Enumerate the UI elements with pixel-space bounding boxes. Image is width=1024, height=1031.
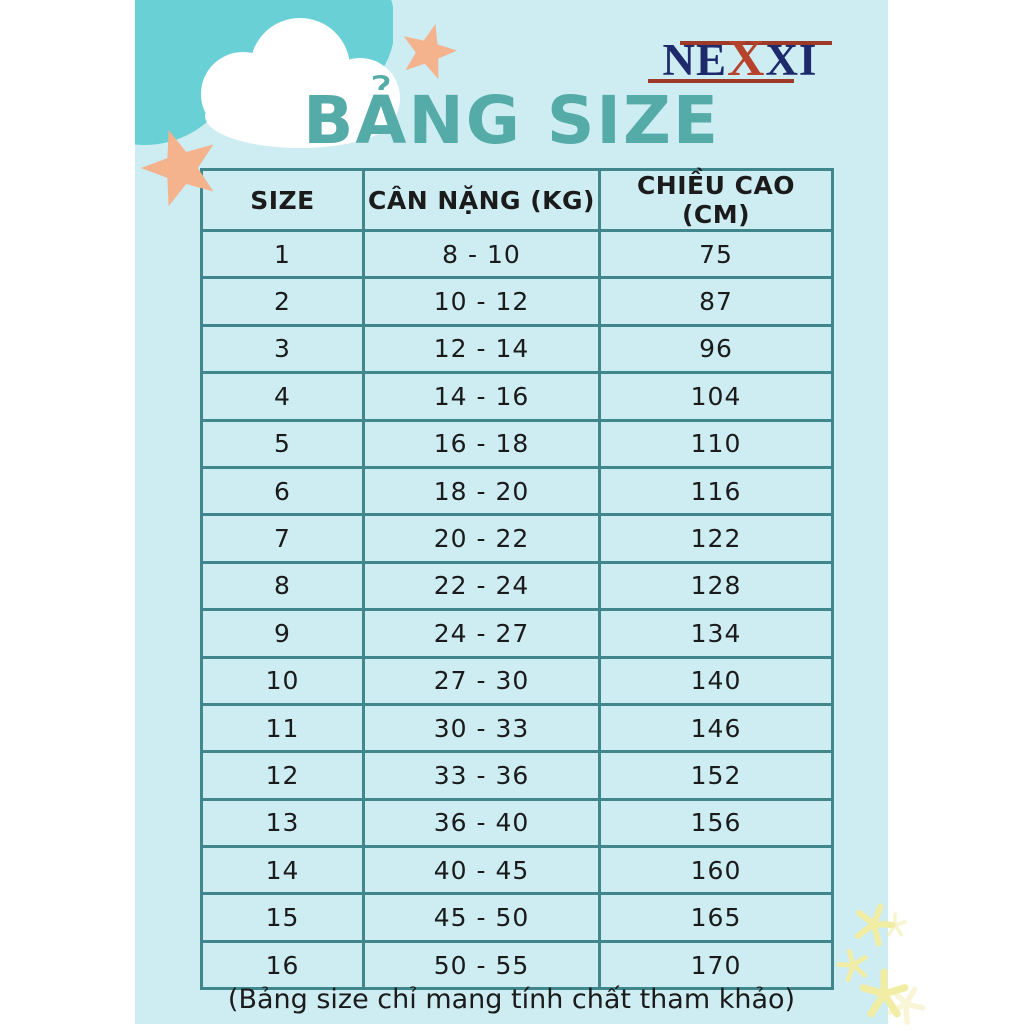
header-size: SIZE xyxy=(200,168,365,232)
size-cell: 10 xyxy=(200,655,365,706)
table-header-row: SIZE CÂN NẶNG (KG) CHIỀU CAO (CM) xyxy=(200,168,834,232)
size-cell: 2 xyxy=(200,276,365,327)
size-cell: 12 xyxy=(200,750,365,801)
height-cell: 96 xyxy=(598,323,834,375)
height-cell: 116 xyxy=(598,465,834,517)
size-cell: 7 xyxy=(200,513,365,564)
weight-cell: 12 - 14 xyxy=(362,323,601,375)
brand-logo: NEXXI xyxy=(648,30,832,87)
table-row: 13 36 - 40 156 xyxy=(200,797,834,849)
table-row: 15 45 - 50 165 xyxy=(200,892,834,943)
table-caption: (Bảng size chỉ mang tính chất tham khảo) xyxy=(227,984,796,1015)
table-row: 5 16 - 18 110 xyxy=(200,418,834,469)
table-row: 2 10 - 12 87 xyxy=(200,276,834,327)
weight-cell: 18 - 20 xyxy=(362,465,601,517)
logo-text-ne: NE xyxy=(662,35,728,85)
logo-top-line xyxy=(680,41,832,45)
logo-text-x-red: X xyxy=(727,30,766,87)
sparkle-icon xyxy=(854,903,896,947)
header-height: CHIỀU CAO (CM) xyxy=(598,168,834,232)
table-row: 9 24 - 27 134 xyxy=(200,608,834,659)
size-cell: 9 xyxy=(200,608,365,659)
weight-cell: 20 - 22 xyxy=(362,513,601,564)
table-row: 11 30 - 33 146 xyxy=(200,702,834,754)
height-cell: 104 xyxy=(598,371,834,422)
height-cell: 122 xyxy=(598,513,834,564)
page-title: BẢNG SIZE xyxy=(303,82,720,159)
sparkle-icon xyxy=(882,912,908,937)
height-cell: 160 xyxy=(598,845,834,896)
size-cell: 11 xyxy=(200,702,365,754)
star-icon-small xyxy=(403,23,457,80)
weight-cell: 36 - 40 xyxy=(362,797,601,849)
weight-cell: 24 - 27 xyxy=(362,608,601,659)
height-cell: 140 xyxy=(598,655,834,706)
height-cell: 110 xyxy=(598,418,834,469)
star-icon-large xyxy=(140,129,214,207)
height-cell: 128 xyxy=(598,560,834,612)
weight-cell: 22 - 24 xyxy=(362,560,601,612)
logo-text-xi: XI xyxy=(765,35,818,85)
height-cell: 146 xyxy=(598,702,834,754)
weight-cell: 14 - 16 xyxy=(362,371,601,422)
size-cell: 6 xyxy=(200,465,365,517)
size-cell: 1 xyxy=(200,228,365,280)
height-cell: 134 xyxy=(598,608,834,659)
table-row: 12 33 - 36 152 xyxy=(200,750,834,801)
logo-bottom-line xyxy=(648,79,794,83)
table-row: 4 14 - 16 104 xyxy=(200,371,834,422)
height-cell: 75 xyxy=(598,228,834,280)
sparkle-icon xyxy=(836,948,868,983)
weight-cell: 30 - 33 xyxy=(362,702,601,754)
size-cell: 16 xyxy=(200,939,365,991)
sparkle-icon xyxy=(859,968,909,1018)
height-cell: 152 xyxy=(598,750,834,801)
size-cell: 4 xyxy=(200,371,365,422)
size-cell: 13 xyxy=(200,797,365,849)
height-cell: 156 xyxy=(598,797,834,849)
weight-cell: 10 - 12 xyxy=(362,276,601,327)
size-cell: 8 xyxy=(200,560,365,612)
header-weight: CÂN NẶNG (KG) xyxy=(362,168,601,232)
size-cell: 3 xyxy=(200,323,365,375)
table-row: 16 50 - 55 170 xyxy=(200,939,834,991)
size-cell: 5 xyxy=(200,418,365,469)
size-cell: 15 xyxy=(200,892,365,943)
weight-cell: 27 - 30 xyxy=(362,655,601,706)
table-row: 6 18 - 20 116 xyxy=(200,465,834,517)
weight-cell: 8 - 10 xyxy=(362,228,601,280)
table-row: 8 22 - 24 128 xyxy=(200,560,834,612)
height-cell: 87 xyxy=(598,276,834,327)
table-row: 10 27 - 30 140 xyxy=(200,655,834,706)
weight-cell: 40 - 45 xyxy=(362,845,601,896)
weight-cell: 16 - 18 xyxy=(362,418,601,469)
size-cell: 14 xyxy=(200,845,365,896)
weight-cell: 50 - 55 xyxy=(362,939,601,991)
table-row: 3 12 - 14 96 xyxy=(200,323,834,375)
weight-cell: 45 - 50 xyxy=(362,892,601,943)
cloud-white-icon xyxy=(201,18,400,148)
sparkle-icon xyxy=(886,986,926,1025)
height-cell: 170 xyxy=(598,939,834,991)
table-row: 7 20 - 22 122 xyxy=(200,513,834,564)
weight-cell: 33 - 36 xyxy=(362,750,601,801)
height-cell: 165 xyxy=(598,892,834,943)
table-row: 14 40 - 45 160 xyxy=(200,845,834,896)
